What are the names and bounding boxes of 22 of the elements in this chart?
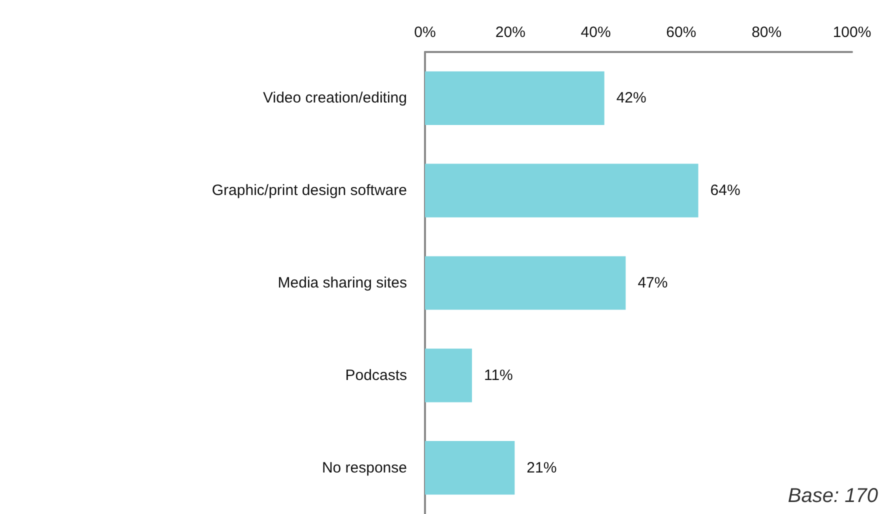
bar [425, 256, 626, 310]
y-tick-label: Podcasts [345, 366, 407, 384]
x-tick-label: 20% [495, 24, 526, 41]
x-tick-label: 100% [832, 24, 872, 41]
annotation: Base: 170 [788, 485, 878, 507]
bar [425, 441, 515, 495]
data-label: 47% [638, 274, 668, 292]
bar [425, 348, 472, 402]
x-tick-label: 80% [752, 24, 782, 41]
bar [425, 71, 604, 125]
x-tick-label: 40% [580, 24, 611, 41]
data-label: 42% [616, 90, 646, 107]
x-tick-label: 60% [666, 24, 696, 41]
x-tick-label: 0% [414, 24, 436, 41]
y-tick-label: No response [322, 459, 407, 476]
data-label: 64% [710, 182, 740, 200]
data-label: 21% [526, 459, 557, 476]
y-tick-label: Media sharing sites [278, 274, 407, 292]
y-tick-label: Graphic/print design software [212, 182, 407, 200]
bar [425, 164, 698, 218]
data-label: 11% [484, 366, 513, 384]
y-tick-label: Video creation/editing [263, 90, 407, 107]
